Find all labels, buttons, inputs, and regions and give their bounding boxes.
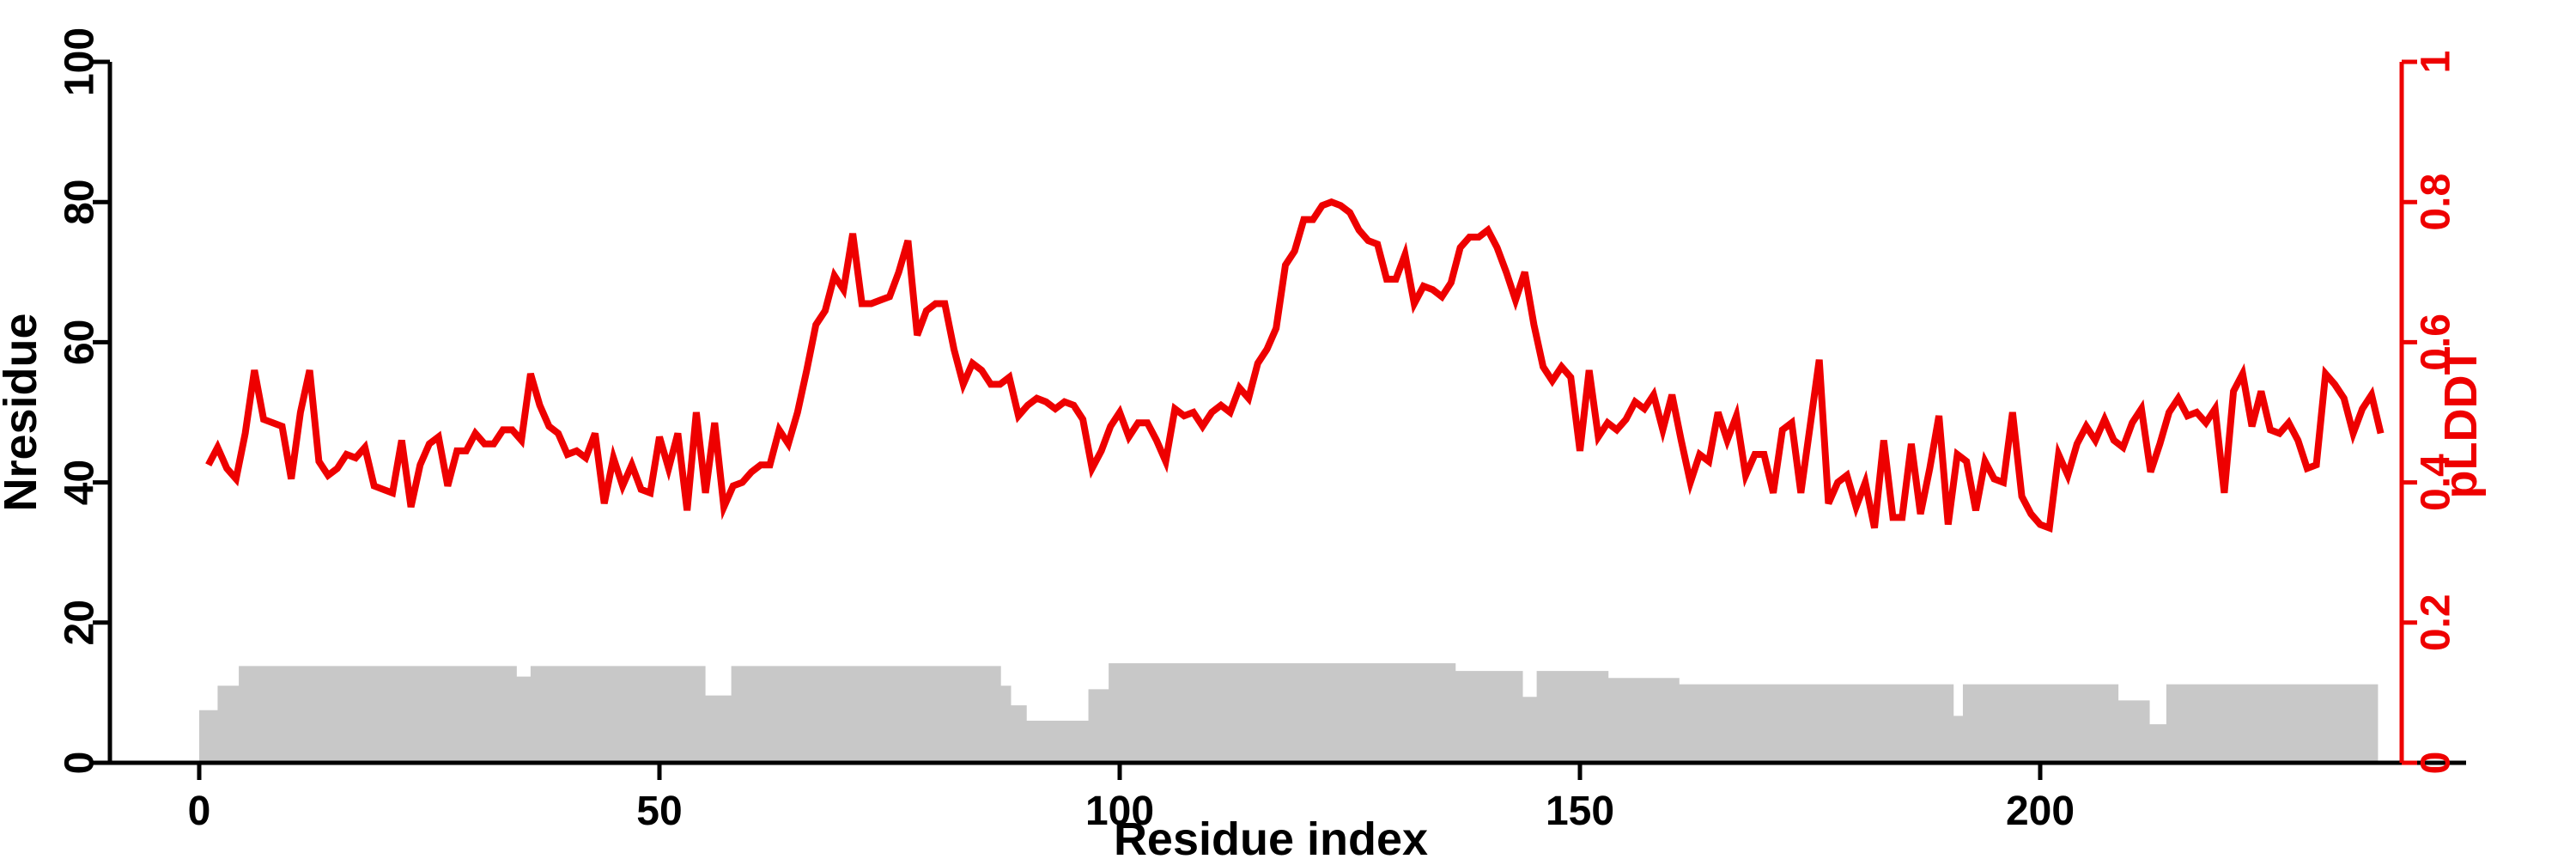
right-tick-label: 1 bbox=[2414, 51, 2459, 74]
nresidue-step-area bbox=[199, 663, 2379, 763]
right-axis-title: pLDDT bbox=[2435, 347, 2487, 499]
left-tick-label: 40 bbox=[58, 460, 103, 505]
left-tick-label: 80 bbox=[58, 180, 103, 225]
right-tick-label: 0.8 bbox=[2414, 174, 2459, 231]
left-axis-ticks: 0 20 40 60 80 100 bbox=[58, 27, 110, 774]
left-tick-label: 60 bbox=[58, 320, 103, 365]
right-tick-label: 0.2 bbox=[2414, 594, 2459, 651]
x-axis-ticks: 0 50 100 150 200 bbox=[188, 763, 2075, 834]
right-tick-label: 0.4 bbox=[2414, 454, 2459, 511]
x-tick-label: 150 bbox=[1546, 789, 1614, 834]
plddt-polyline bbox=[205, 198, 2385, 533]
x-tick-label: 200 bbox=[2006, 789, 2075, 834]
x-axis-title: Residue index bbox=[1114, 813, 1428, 859]
left-tick-label: 100 bbox=[58, 27, 103, 96]
axes bbox=[107, 62, 2466, 765]
x-tick-label: 0 bbox=[188, 789, 211, 834]
x-tick-label: 50 bbox=[636, 789, 682, 834]
right-tick-label: 0 bbox=[2414, 752, 2459, 775]
right-axis-ticks: 0 0.2 0.4 0.6 0.8 1 bbox=[2402, 51, 2459, 775]
left-axis-title: Nresidue bbox=[0, 313, 46, 511]
left-tick-label: 20 bbox=[58, 600, 103, 645]
right-tick-label: 0.6 bbox=[2414, 314, 2459, 371]
plddt-line bbox=[205, 198, 2385, 533]
x-tick-label: 100 bbox=[1085, 789, 1154, 834]
left-tick-label: 0 bbox=[58, 752, 103, 775]
nresidue-area bbox=[199, 663, 2379, 763]
